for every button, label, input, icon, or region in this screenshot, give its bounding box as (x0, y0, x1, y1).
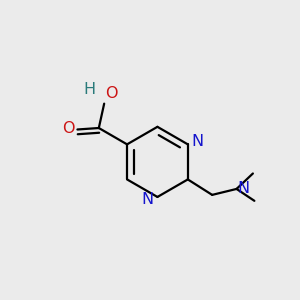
Text: N: N (238, 182, 250, 196)
Text: N: N (142, 192, 154, 207)
Text: N: N (191, 134, 203, 149)
Text: O: O (105, 86, 118, 101)
Text: H: H (84, 82, 96, 97)
Text: O: O (62, 122, 74, 136)
